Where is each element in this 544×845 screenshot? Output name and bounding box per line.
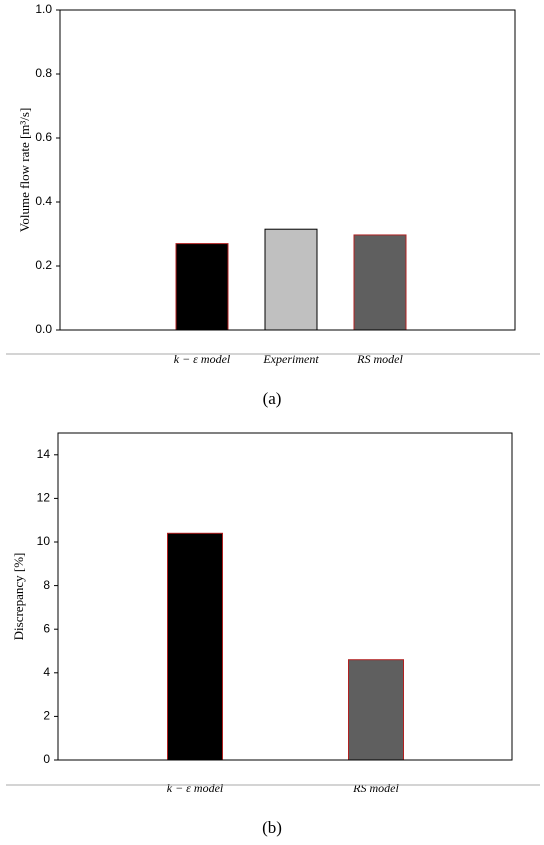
- x-tick-label: Experiment: [262, 352, 319, 366]
- y-tick-label: 2: [43, 709, 50, 723]
- bar: [348, 659, 404, 761]
- caption: (b): [262, 818, 282, 837]
- y-tick-label: 10: [37, 534, 51, 548]
- y-axis-label: Discrepancy [%]: [11, 553, 26, 641]
- plot-frame: [59, 9, 516, 331]
- y-tick-label: 4: [43, 665, 50, 679]
- bar: [167, 532, 223, 761]
- x-tick-label: k − ε model: [167, 781, 224, 795]
- y-tick-label: 0.8: [35, 66, 52, 80]
- y-tick-label: 0.0: [35, 322, 52, 336]
- x-tick-label: RS model: [356, 352, 403, 366]
- caption: (a): [263, 389, 282, 408]
- y-tick-label: 0.2: [35, 258, 52, 272]
- y-axis-label: Volume flow rate [m³/s]: [17, 108, 32, 233]
- x-tick-label: RS model: [352, 781, 399, 795]
- y-tick-label: 8: [43, 578, 50, 592]
- y-tick-label: 12: [37, 491, 51, 505]
- y-tick-label: 0.4: [35, 194, 52, 208]
- y-tick-label: 6: [43, 621, 50, 635]
- bar: [264, 228, 318, 331]
- y-tick-label: 0.6: [35, 130, 52, 144]
- x-tick-label: k − ε model: [174, 352, 231, 366]
- y-tick-label: 1.0: [35, 2, 52, 16]
- bar: [353, 234, 407, 331]
- y-tick-label: 14: [37, 447, 51, 461]
- bar: [175, 243, 229, 331]
- y-tick-label: 0: [43, 752, 50, 766]
- plot-frame: [57, 432, 513, 761]
